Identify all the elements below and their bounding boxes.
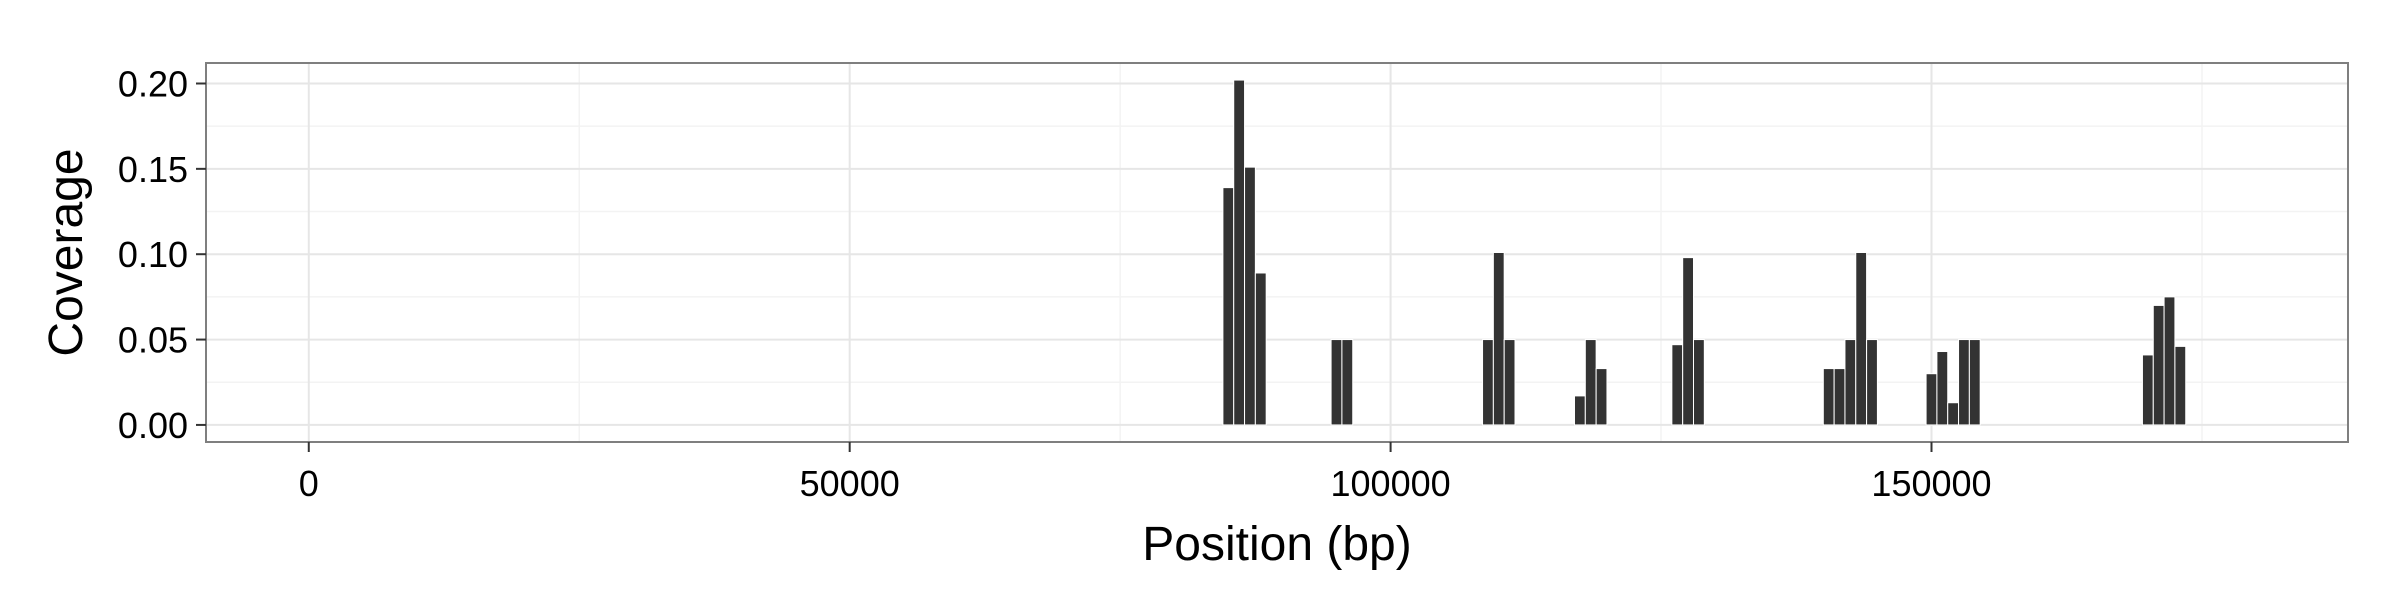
- y-tick-label: 0.15: [118, 149, 188, 190]
- coverage-bar: [1244, 166, 1256, 426]
- y-axis-title: Coverage: [40, 148, 93, 356]
- x-axis-title: Position (bp): [1142, 518, 1411, 571]
- coverage-bar: [1574, 395, 1586, 426]
- coverage-bar: [1925, 373, 1938, 426]
- tick-layer: 0 50000 100000 150000 0.00 0.05 0.10 0.15 0.20: [118, 63, 1992, 504]
- coverage-bar: [1492, 252, 1505, 426]
- plot-panel: [206, 63, 2348, 442]
- x-tick-label: 50000: [800, 463, 900, 504]
- coverage-bar: [1833, 368, 1846, 426]
- coverage-bar: [1482, 339, 1494, 426]
- y-tick-label: 0.05: [118, 320, 188, 361]
- coverage-bar: [1822, 368, 1835, 426]
- coverage-bar: [1595, 368, 1608, 426]
- coverage-bar: [2141, 354, 2154, 426]
- y-tick-label: 0.10: [118, 234, 188, 275]
- grid-layer: [206, 63, 2348, 442]
- coverage-bar: [1584, 339, 1597, 426]
- x-tick-label: 150000: [1871, 463, 1991, 504]
- coverage-bar: [2163, 296, 2176, 426]
- coverage-bar: [1947, 402, 1960, 426]
- coverage-bar: [2152, 304, 2165, 426]
- coverage-bar: [1222, 187, 1235, 426]
- x-tick-label: 0: [299, 463, 319, 504]
- coverage-bar: [1233, 79, 1246, 426]
- bar-layer: [1222, 79, 2187, 426]
- y-tick-label: 0.00: [118, 405, 188, 446]
- y-tick-label: 0.20: [118, 63, 188, 104]
- coverage-bar: [1968, 339, 1981, 426]
- x-tick-label: 100000: [1331, 463, 1451, 504]
- coverage-bar: [1866, 339, 1878, 426]
- coverage-bar: [2174, 345, 2187, 426]
- coverage-bar: [1341, 339, 1354, 426]
- coverage-bar: [1682, 257, 1694, 426]
- coverage-bar: [1671, 344, 1684, 426]
- coverage-bar: [1330, 339, 1343, 426]
- coverage-bar: [1693, 339, 1705, 426]
- coverage-bar: [1936, 351, 1949, 426]
- plot-panel-border: [205, 62, 2349, 443]
- coverage-bar: [1844, 339, 1857, 426]
- coverage-bar: [1503, 339, 1516, 426]
- coverage-bar: [1254, 272, 1267, 426]
- coverage-bar: [1958, 339, 1970, 426]
- coverage-bar: [1855, 252, 1868, 426]
